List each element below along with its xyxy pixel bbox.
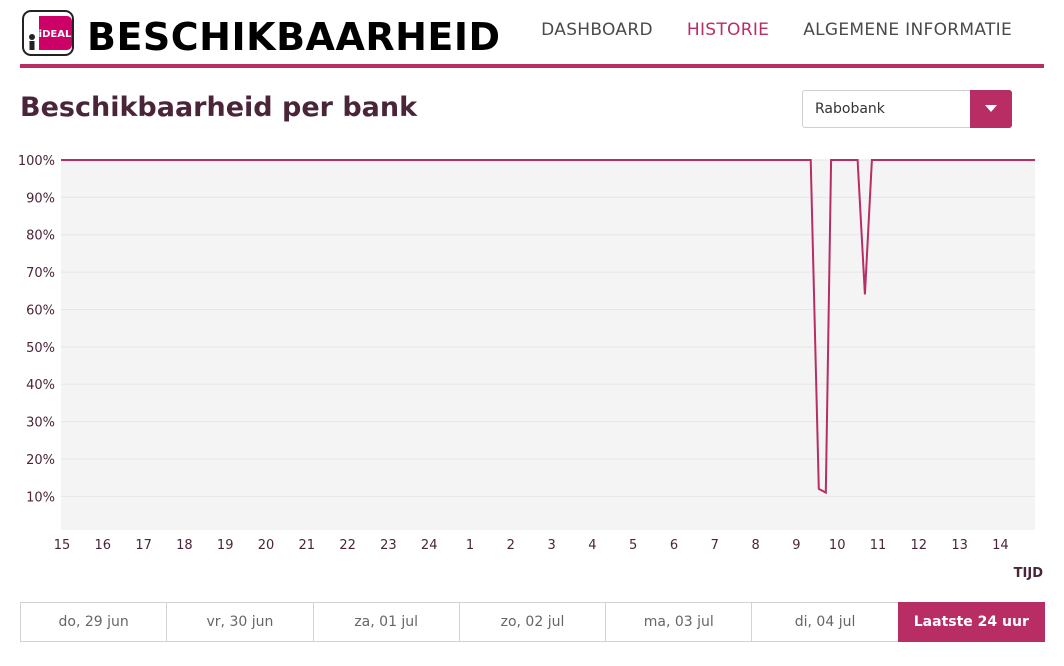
x-tick-label: 13 [951,538,968,553]
plot-area [61,160,1035,530]
x-tick-label: 4 [588,538,596,553]
bank-select-value: Rabobank [815,101,885,117]
tab-laatste-24-uur[interactable]: Laatste 24 uur [897,602,1045,642]
x-tick-label: 17 [135,538,152,553]
x-tick-label: 15 [54,538,71,553]
x-tick-label: 7 [711,538,719,553]
y-tick-label: 10% [26,490,55,505]
y-tick-label: 70% [26,266,55,281]
y-tick-label: 30% [26,416,55,431]
logo-text: iDEAL [39,29,72,40]
main-nav: DASHBOARD HISTORIE ALGEMENE INFORMATIE [541,20,1012,40]
bank-select[interactable]: Rabobank [802,90,1012,128]
series-line-0 [61,159,1036,495]
y-tick-label: 90% [26,191,55,206]
tab-di-04-jul[interactable]: di, 04 jul [751,602,899,642]
x-tick-label: 5 [629,538,637,553]
x-tick-label: 18 [176,538,193,553]
nav-historie[interactable]: HISTORIE [686,20,770,40]
x-tick-label: 24 [421,538,438,553]
y-tick-label: 20% [26,453,55,468]
page-title: Beschikbaarheid per bank [20,92,418,123]
x-tick-label: 14 [992,538,1009,553]
y-tick-label: 80% [26,229,55,244]
chart-svg: 100%90%80%70%60%50%40%30%20%10%15 16 17 18 1… [18,154,1044,581]
date-tabs: do, 29 jun vr, 30 jun za, 01 jul zo, 02 … [20,602,1045,642]
x-tick-label: 9 [792,538,800,553]
x-axis-title: TIJD [1014,566,1044,581]
x-tick-label: 22 [339,538,356,553]
x-tick-label: 2 [507,538,515,553]
tab-vr-30-jun[interactable]: vr, 30 jun [166,602,314,642]
x-tick-label: 19 [217,538,234,553]
ideal-logo[interactable]: iDEAL [22,10,74,56]
x-tick-label: 3 [547,538,555,553]
y-tick-label: 60% [26,303,55,318]
x-tick-label: 11 [870,538,887,553]
x-tick-label: 6 [670,538,678,553]
x-tick-label: 10 [829,538,846,553]
chevron-down-icon [985,105,997,112]
x-tick-label: 1 [466,538,474,553]
availability-chart: 100% 90% 80% 70% 60% 50% 40% 30% 20% 10% 15 16 17 18 1… [0,140,1064,594]
y-tick-label: 50% [26,341,55,356]
brand-title: BESCHIKBAARHEID [87,15,501,59]
x-tick-label: 12 [911,538,928,553]
y-tick-label: 40% [26,378,55,393]
x-tick-label: 16 [95,538,112,553]
x-tick-label: 20 [258,538,275,553]
x-tick-label: 21 [299,538,316,553]
x-tick-label: 23 [380,538,397,553]
ideal-logo-icon: iDEAL [22,10,74,56]
nav-algemene-informatie[interactable]: ALGEMENE INFORMATIE [803,20,1012,40]
y-tick-label: 100% [18,154,55,169]
tab-za-01-jul[interactable]: za, 01 jul [312,602,460,642]
nav-dashboard[interactable]: DASHBOARD [541,20,653,40]
x-tick-label: 8 [751,538,759,553]
tab-zo-02-jul[interactable]: zo, 02 jul [458,602,607,642]
tab-do-29-jun[interactable]: do, 29 jun [20,602,168,642]
bank-select-toggle[interactable] [970,90,1012,128]
tab-ma-03-jul[interactable]: ma, 03 jul [605,602,753,642]
header-divider [20,64,1044,68]
